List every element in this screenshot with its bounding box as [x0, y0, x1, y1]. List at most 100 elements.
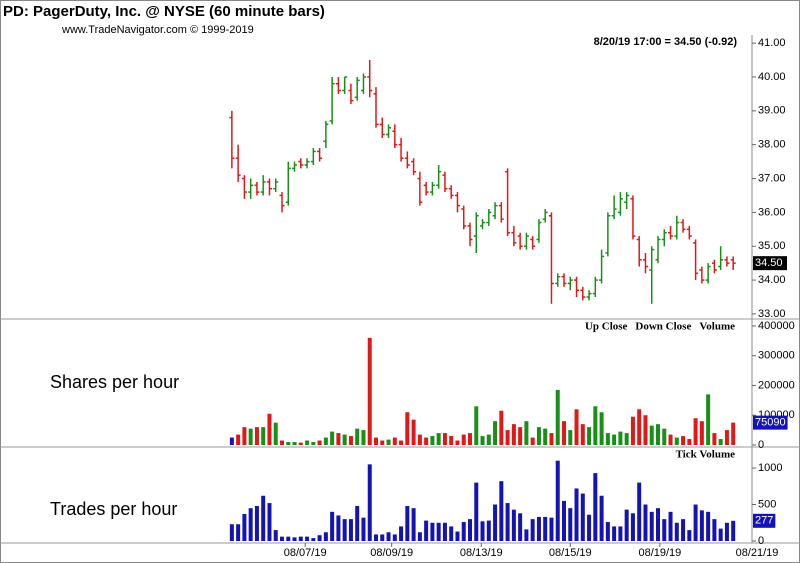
bar: [461, 434, 466, 445]
bar: [643, 415, 648, 445]
bar: [374, 437, 378, 445]
last-value-box: [753, 513, 776, 528]
bar: [618, 526, 623, 542]
bar: [417, 532, 422, 542]
last-value-box: [753, 415, 788, 430]
bar: [630, 513, 635, 542]
last-value-label: 277: [755, 515, 773, 527]
bar: [681, 519, 686, 542]
bar: [474, 482, 479, 542]
bar: [342, 519, 347, 542]
bar: [668, 434, 673, 445]
bar: [298, 536, 303, 542]
bar: [693, 504, 698, 542]
bar: [229, 524, 234, 542]
y-tick-label: 33.00: [758, 308, 786, 320]
quote: 8/20/19 17:00 = 34.50 (-0.92): [594, 36, 738, 48]
bar: [624, 433, 629, 445]
bar: [681, 436, 686, 445]
bar: [254, 505, 259, 542]
y-tick-label: 400000: [758, 320, 795, 332]
bar: [330, 511, 335, 542]
y-tick-label: 40.00: [758, 71, 786, 83]
bar: [286, 536, 291, 542]
bar: [430, 522, 435, 542]
bar: [474, 406, 479, 445]
bar: [486, 520, 491, 542]
bar: [612, 526, 617, 542]
bar: [643, 504, 648, 542]
bar: [524, 421, 529, 445]
bar: [731, 422, 736, 445]
bar: [687, 530, 692, 542]
legend-entry: Up Close: [585, 321, 628, 333]
y-tick-label: 38.00: [758, 139, 786, 151]
last-value-box: [753, 256, 787, 271]
y-tick-label: 34.00: [758, 274, 786, 286]
y-tick-label: 36.00: [758, 206, 786, 218]
bar: [699, 510, 704, 542]
bar: [386, 532, 391, 542]
bar: [555, 460, 560, 542]
bar: [562, 500, 566, 542]
bar: [242, 514, 247, 542]
bar: [649, 511, 654, 542]
bar: [449, 436, 454, 445]
bar: [511, 509, 516, 542]
bar: [355, 428, 360, 445]
bar: [242, 427, 247, 445]
bar: [599, 495, 604, 542]
bar: [386, 439, 391, 445]
bar: [261, 495, 266, 542]
bar: [248, 508, 253, 542]
y-tick-label: 35.00: [758, 240, 786, 252]
bar: [424, 520, 429, 542]
bar: [392, 437, 397, 445]
bar: [718, 439, 723, 445]
x-tick-label: 08/21/19: [736, 547, 779, 559]
bar: [662, 519, 667, 542]
y-tick-label: 200000: [758, 379, 795, 391]
bar: [348, 519, 353, 542]
y-tick-label: 300000: [758, 350, 795, 362]
bar: [236, 524, 241, 542]
bar: [336, 433, 341, 445]
bar: [486, 434, 491, 445]
bar: [637, 409, 642, 445]
bar: [436, 433, 441, 445]
bar: [587, 514, 592, 542]
legend-entry: Tick Volume: [676, 449, 736, 461]
bar: [298, 442, 303, 445]
chart-title: PD: PagerDuty, Inc. @ NYSE (60 minute ba…: [3, 3, 325, 20]
bar: [536, 516, 541, 542]
bar: [511, 424, 516, 445]
bar: [618, 431, 623, 445]
bar: [292, 537, 297, 542]
x-tick-label: 08/15/19: [549, 547, 592, 559]
bar: [355, 505, 360, 542]
bar: [568, 508, 573, 542]
y-tick-label: 41.00: [758, 37, 786, 49]
y-tick-label: 500: [758, 498, 776, 510]
bar: [706, 511, 711, 542]
y-tick-label: 37.00: [758, 172, 786, 184]
bar: [468, 433, 472, 445]
bar: [530, 519, 535, 542]
x-tick-label: 08/19/19: [638, 547, 681, 559]
bar: [424, 437, 429, 445]
bar: [574, 409, 579, 445]
bar: [555, 389, 560, 445]
bar: [580, 424, 585, 445]
bar: [724, 430, 729, 445]
bar: [254, 427, 259, 445]
bar: [311, 538, 316, 542]
bar: [499, 481, 504, 542]
x-tick-label: 08/07/19: [284, 547, 327, 559]
bar: [699, 421, 704, 445]
bar: [361, 430, 366, 445]
bar: [499, 410, 504, 445]
bar: [662, 428, 667, 445]
bar: [286, 442, 291, 445]
bar: [712, 519, 717, 542]
